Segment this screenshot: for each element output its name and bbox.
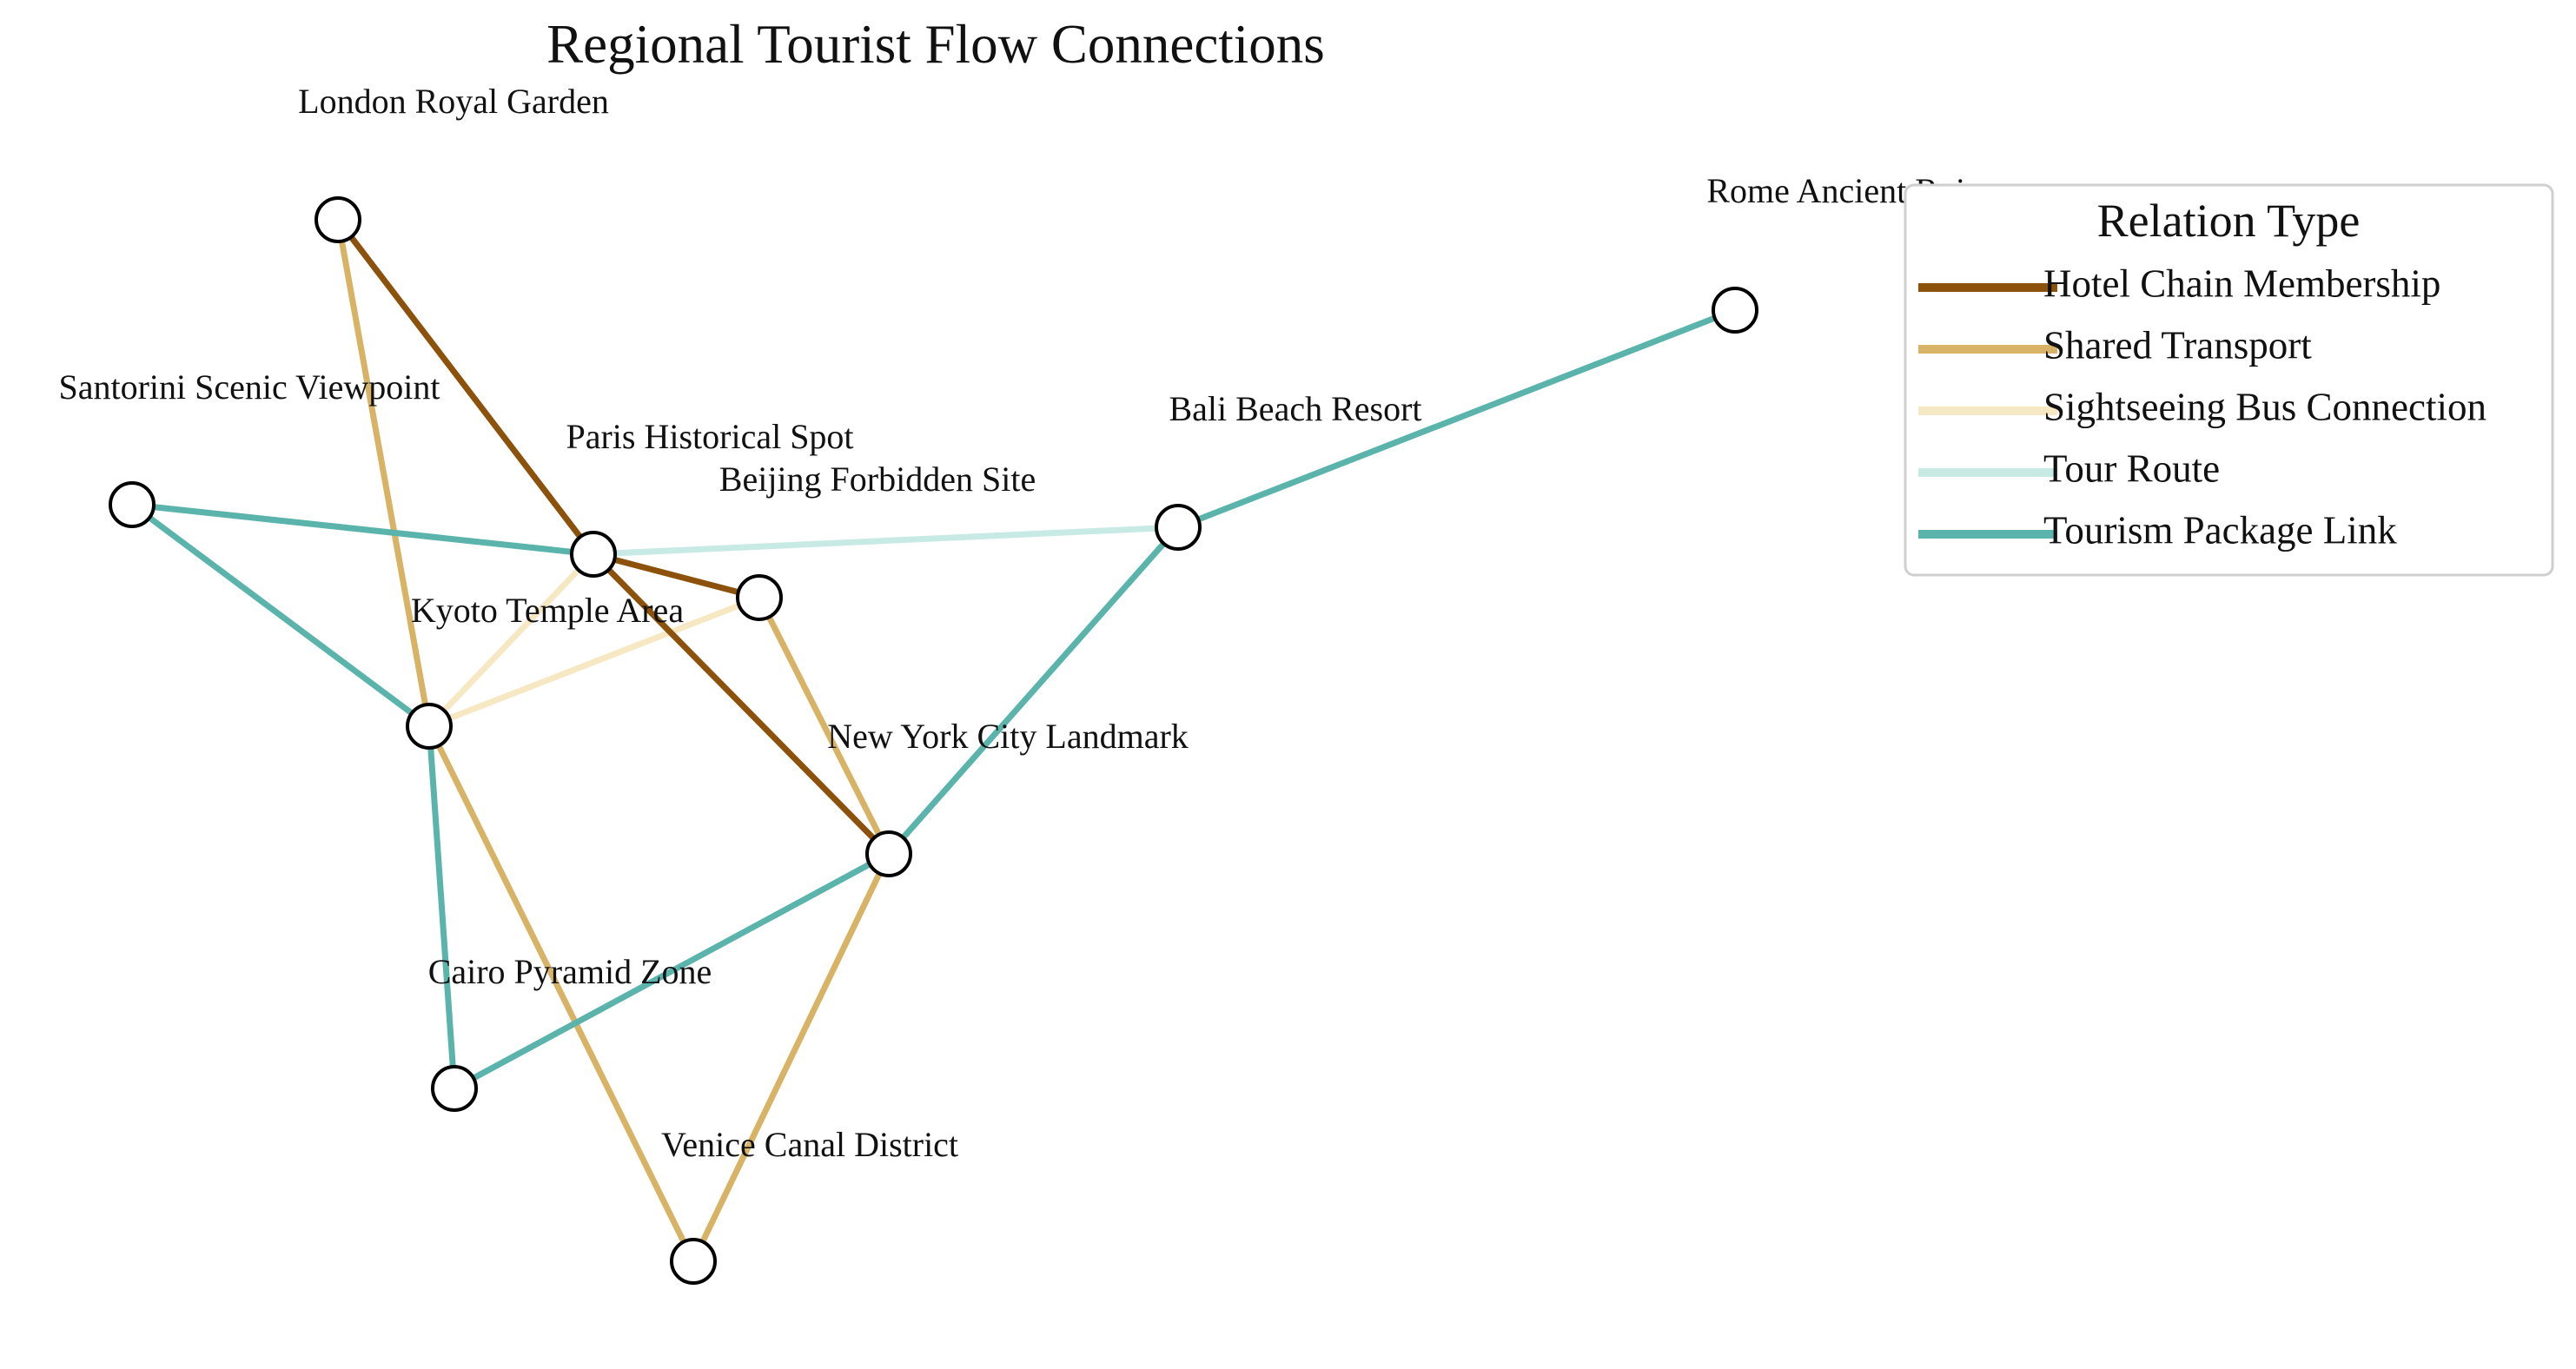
legend-title: Relation Type: [2097, 195, 2361, 247]
node-kyoto[interactable]: [406, 703, 453, 750]
edge-kyoto-paris: [427, 552, 596, 729]
edge-london-kyoto: [334, 219, 433, 727]
node-label-santorini: Santorini Scenic Viewpoint: [58, 367, 440, 407]
nodes-layer: [109, 196, 1758, 1285]
edge-kyoto-cairo: [426, 725, 458, 1089]
legend-label-bus: Sightseeing Bus Connection: [2043, 385, 2487, 428]
edge-london-paris: [335, 217, 596, 557]
node-paris[interactable]: [570, 531, 617, 578]
node-bali[interactable]: [1155, 504, 1202, 551]
node-venice[interactable]: [670, 1238, 717, 1285]
edge-paris-beijing: [593, 551, 760, 601]
node-beijing[interactable]: [736, 574, 783, 621]
legend-label-package: Tourism Package Link: [2043, 508, 2397, 552]
legend-items: Hotel Chain Membership Shared Transport Si…: [1918, 261, 2487, 552]
edge-bali-rome: [1176, 307, 1737, 531]
node-label-bali: Bali Beach Resort: [1169, 389, 1421, 428]
node-london[interactable]: [315, 196, 361, 243]
node-label-newyork: New York City Landmark: [827, 717, 1189, 756]
legend-label-hotel: Hotel Chain Membership: [2043, 261, 2440, 305]
edge-kyoto-venice: [426, 724, 697, 1263]
edge-santorini-paris: [131, 501, 594, 558]
node-newyork[interactable]: [865, 830, 912, 877]
edge-newyork-bali: [886, 525, 1181, 856]
node-label-venice: Venice Canal District: [661, 1125, 958, 1164]
legend-label-tour: Tour Route: [2043, 446, 2220, 490]
legend-box: [1904, 183, 2554, 577]
edge-beijing-newyork: [756, 596, 892, 856]
node-label-paris: Paris Historical Spot: [566, 417, 853, 456]
diagram-title: Regional Tourist Flow Connections: [546, 14, 1325, 75]
legend: Relation Type Hotel Chain Membership Shar…: [1904, 183, 2554, 577]
node-rome[interactable]: [1712, 287, 1758, 334]
legend-label-shared: Shared Transport: [2043, 323, 2312, 367]
edge-paris-newyork: [591, 552, 891, 856]
edge-santorini-kyoto: [129, 502, 432, 729]
edge-cairo-newyork: [453, 850, 891, 1092]
edge-newyork-venice: [690, 852, 892, 1263]
edge-kyoto-beijing: [427, 594, 761, 730]
node-santorini[interactable]: [109, 481, 156, 528]
edge-paris-bali: [593, 524, 1179, 558]
node-label-london: London Royal Garden: [298, 82, 609, 121]
node-cairo[interactable]: [431, 1065, 478, 1112]
node-label-kyoto: Kyoto Temple Area: [411, 591, 684, 630]
node-label-cairo: Cairo Pyramid Zone: [428, 952, 712, 991]
node-label-beijing: Beijing Forbidden Site: [719, 460, 1036, 499]
edges-layer: [129, 217, 1737, 1263]
